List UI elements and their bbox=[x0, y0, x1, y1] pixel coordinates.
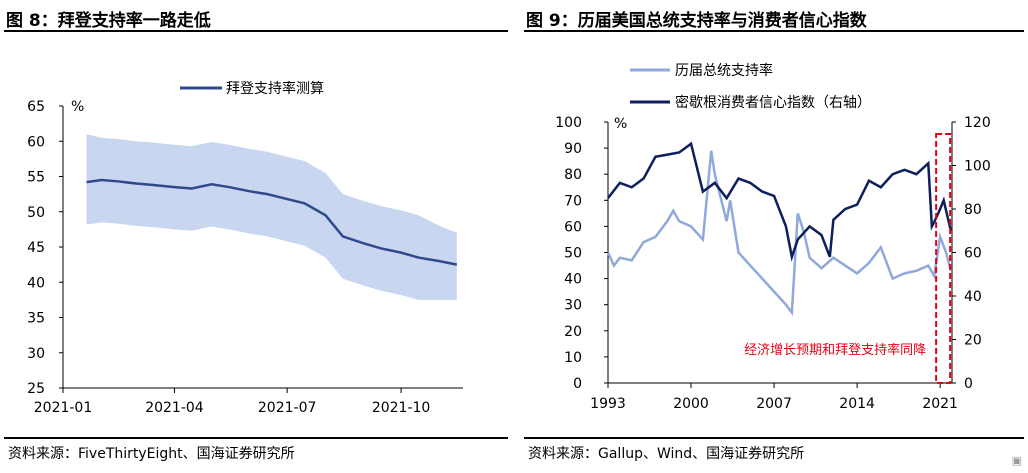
y-unit-label: % bbox=[71, 99, 84, 115]
series-line-approval bbox=[606, 150, 953, 316]
y-unit-label: % bbox=[614, 116, 627, 132]
highlight-box bbox=[935, 133, 952, 384]
legend-label: 拜登支持率测算 bbox=[226, 80, 324, 97]
watermark-logo: ▣ bbox=[1011, 454, 1022, 467]
y-tick-label: 35 bbox=[27, 311, 45, 327]
legend-label-approval: 历届总统支持率 bbox=[675, 62, 773, 79]
y2-tick-label: 40 bbox=[964, 289, 982, 305]
x-tick-label: 2000 bbox=[673, 396, 709, 412]
y-tick-label: 65 bbox=[27, 99, 45, 115]
y2-tick-label: 80 bbox=[964, 202, 982, 218]
title-rule-right bbox=[524, 30, 1024, 32]
y-tick-label: 70 bbox=[564, 193, 582, 209]
x-tick-label: 2021 bbox=[922, 396, 958, 412]
y-tick-label: 30 bbox=[27, 346, 45, 362]
y-tick-label: 80 bbox=[564, 167, 582, 183]
confidence-band bbox=[86, 134, 457, 300]
x-tick-label: 1993 bbox=[590, 396, 626, 412]
title-rule-left bbox=[4, 30, 508, 32]
series-line-biden bbox=[86, 178, 458, 266]
y-tick-label: 50 bbox=[27, 205, 45, 221]
chart-title-right: 图 9：历届美国总统支持率与消费者信心指数 bbox=[526, 11, 867, 31]
x-tick-label: 2021-10 bbox=[372, 400, 431, 416]
source-rule-right bbox=[524, 437, 1024, 439]
y2-tick-label: 20 bbox=[964, 333, 982, 349]
source-note-right: 资料来源：Gallup、Wind、国海证券研究所 bbox=[528, 446, 805, 462]
source-rule-left bbox=[4, 437, 508, 439]
y2-tick-label: 120 bbox=[964, 115, 991, 131]
annotation-text: 经济增长预期和拜登支持率同降 bbox=[744, 342, 926, 358]
chart-panel-left: 图 8：拜登支持率一路走低 25 30 35 40 45 50 55 60 65% 2021-01… bbox=[0, 0, 512, 473]
y-tick-label: 55 bbox=[27, 170, 45, 186]
chart-title-left: 图 8：拜登支持率一路走低 bbox=[6, 11, 211, 31]
y2-tick-label: 60 bbox=[964, 246, 982, 262]
x-tick-label: 2021-01 bbox=[34, 400, 93, 416]
approval-sentiment-chart-right: 0 10 20 30 40 50 60 70 80 90 100 0 20 40 60 80 100 120% 19… bbox=[555, 62, 991, 412]
chart-panel-right: 图 9：历届美国总统支持率与消费者信心指数 0 10 20 30 40 50 60 70 80 9… bbox=[520, 0, 1028, 473]
x-tick-label: 2021-07 bbox=[258, 400, 317, 416]
y-tick-label: 30 bbox=[564, 298, 582, 314]
x-tick-label: 2014 bbox=[839, 396, 875, 412]
y2-tick-label: 0 bbox=[964, 376, 973, 392]
y-tick-label: 100 bbox=[555, 115, 582, 131]
y-tick-label: 60 bbox=[27, 134, 45, 150]
y-tick-label: 90 bbox=[564, 141, 582, 157]
y-tick-label: 40 bbox=[564, 272, 582, 288]
source-note-left: 资料来源：FiveThirtyEight、国海证券研究所 bbox=[8, 446, 295, 462]
x-tick-label: 2021-04 bbox=[145, 400, 204, 416]
x-tick-label: 2007 bbox=[756, 396, 792, 412]
y-tick-label: 40 bbox=[27, 275, 45, 291]
y-tick-label: 45 bbox=[27, 240, 45, 256]
y-tick-label: 20 bbox=[564, 324, 582, 340]
y-tick-label: 60 bbox=[564, 219, 582, 235]
series-line-sentiment bbox=[607, 141, 953, 262]
y-tick-label: 10 bbox=[564, 350, 582, 366]
legend-label-sentiment: 密歇根消费者信心指数（右轴） bbox=[675, 94, 871, 111]
y-tick-label: 50 bbox=[564, 246, 582, 262]
y-tick-label: 25 bbox=[27, 381, 45, 397]
y-tick-label: 0 bbox=[573, 376, 582, 392]
approval-chart-left: 25 30 35 40 45 50 55 60 65 % 2021-01 2021-04 2021-07… bbox=[27, 80, 463, 416]
y2-tick-label: 100 bbox=[964, 159, 991, 175]
